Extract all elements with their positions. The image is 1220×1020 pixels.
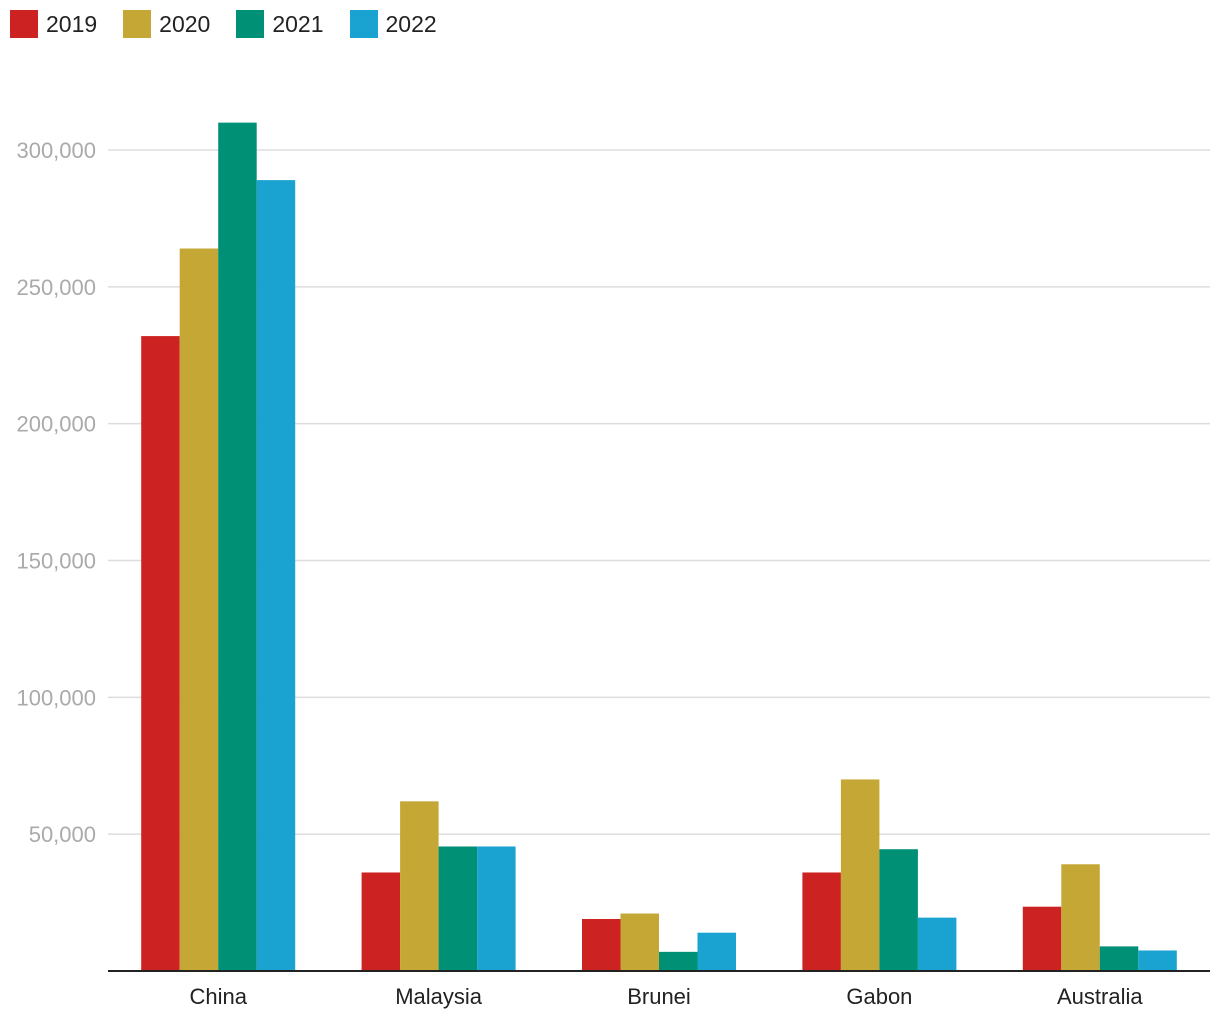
- y-tick-label: 50,000: [29, 822, 96, 847]
- bar-2019: [802, 872, 841, 971]
- y-tick-label: 250,000: [16, 275, 96, 300]
- legend-swatch-2022: [349, 10, 378, 38]
- y-tick-label: 100,000: [16, 685, 96, 710]
- legend: 2019 2020 2021 2022: [10, 10, 463, 38]
- bar-2019: [1022, 906, 1062, 971]
- bar-2021: [1099, 946, 1139, 971]
- y-tick-label: 200,000: [16, 412, 96, 437]
- x-tick-label: Brunei: [627, 984, 691, 1009]
- legend-item-2022: 2022: [349, 10, 437, 38]
- y-tick-label: 150,000: [16, 549, 96, 574]
- bar-2020: [620, 913, 659, 971]
- legend-item-2021: 2021: [236, 10, 324, 38]
- legend-swatch-2020: [123, 10, 152, 38]
- legend-swatch-2019: [10, 10, 38, 38]
- bar-2020: [1061, 864, 1100, 971]
- x-tick-label: Malaysia: [395, 984, 483, 1009]
- bar-2022: [1138, 950, 1177, 971]
- bar-2020: [400, 801, 439, 971]
- bar-2021: [438, 846, 478, 971]
- bar-2022: [477, 846, 516, 971]
- bar-2019: [141, 336, 180, 971]
- bar-2020: [179, 248, 219, 971]
- legend-label-2022: 2022: [385, 10, 437, 37]
- legend-item-2020: 2020: [123, 10, 210, 38]
- bar-2019: [361, 872, 401, 971]
- bar-2022: [256, 180, 296, 971]
- legend-swatch-2021: [236, 10, 265, 38]
- bar-2020: [840, 779, 880, 971]
- x-tick-label: Gabon: [846, 984, 912, 1009]
- x-tick-label: Australia: [1057, 984, 1143, 1009]
- y-tick-label: 300,000: [16, 138, 96, 163]
- legend-label-2021: 2021: [272, 10, 324, 37]
- bar-2021: [659, 951, 698, 971]
- bar-2021: [879, 849, 918, 971]
- legend-item-2019: 2019: [10, 10, 97, 38]
- bar-2021: [218, 122, 257, 972]
- x-tick-label: China: [189, 984, 247, 1009]
- legend-label-2020: 2020: [159, 10, 211, 37]
- bar-2019: [582, 919, 621, 971]
- bar-2022: [697, 932, 736, 971]
- legend-label-2019: 2019: [46, 10, 98, 37]
- bar-2022: [917, 917, 957, 971]
